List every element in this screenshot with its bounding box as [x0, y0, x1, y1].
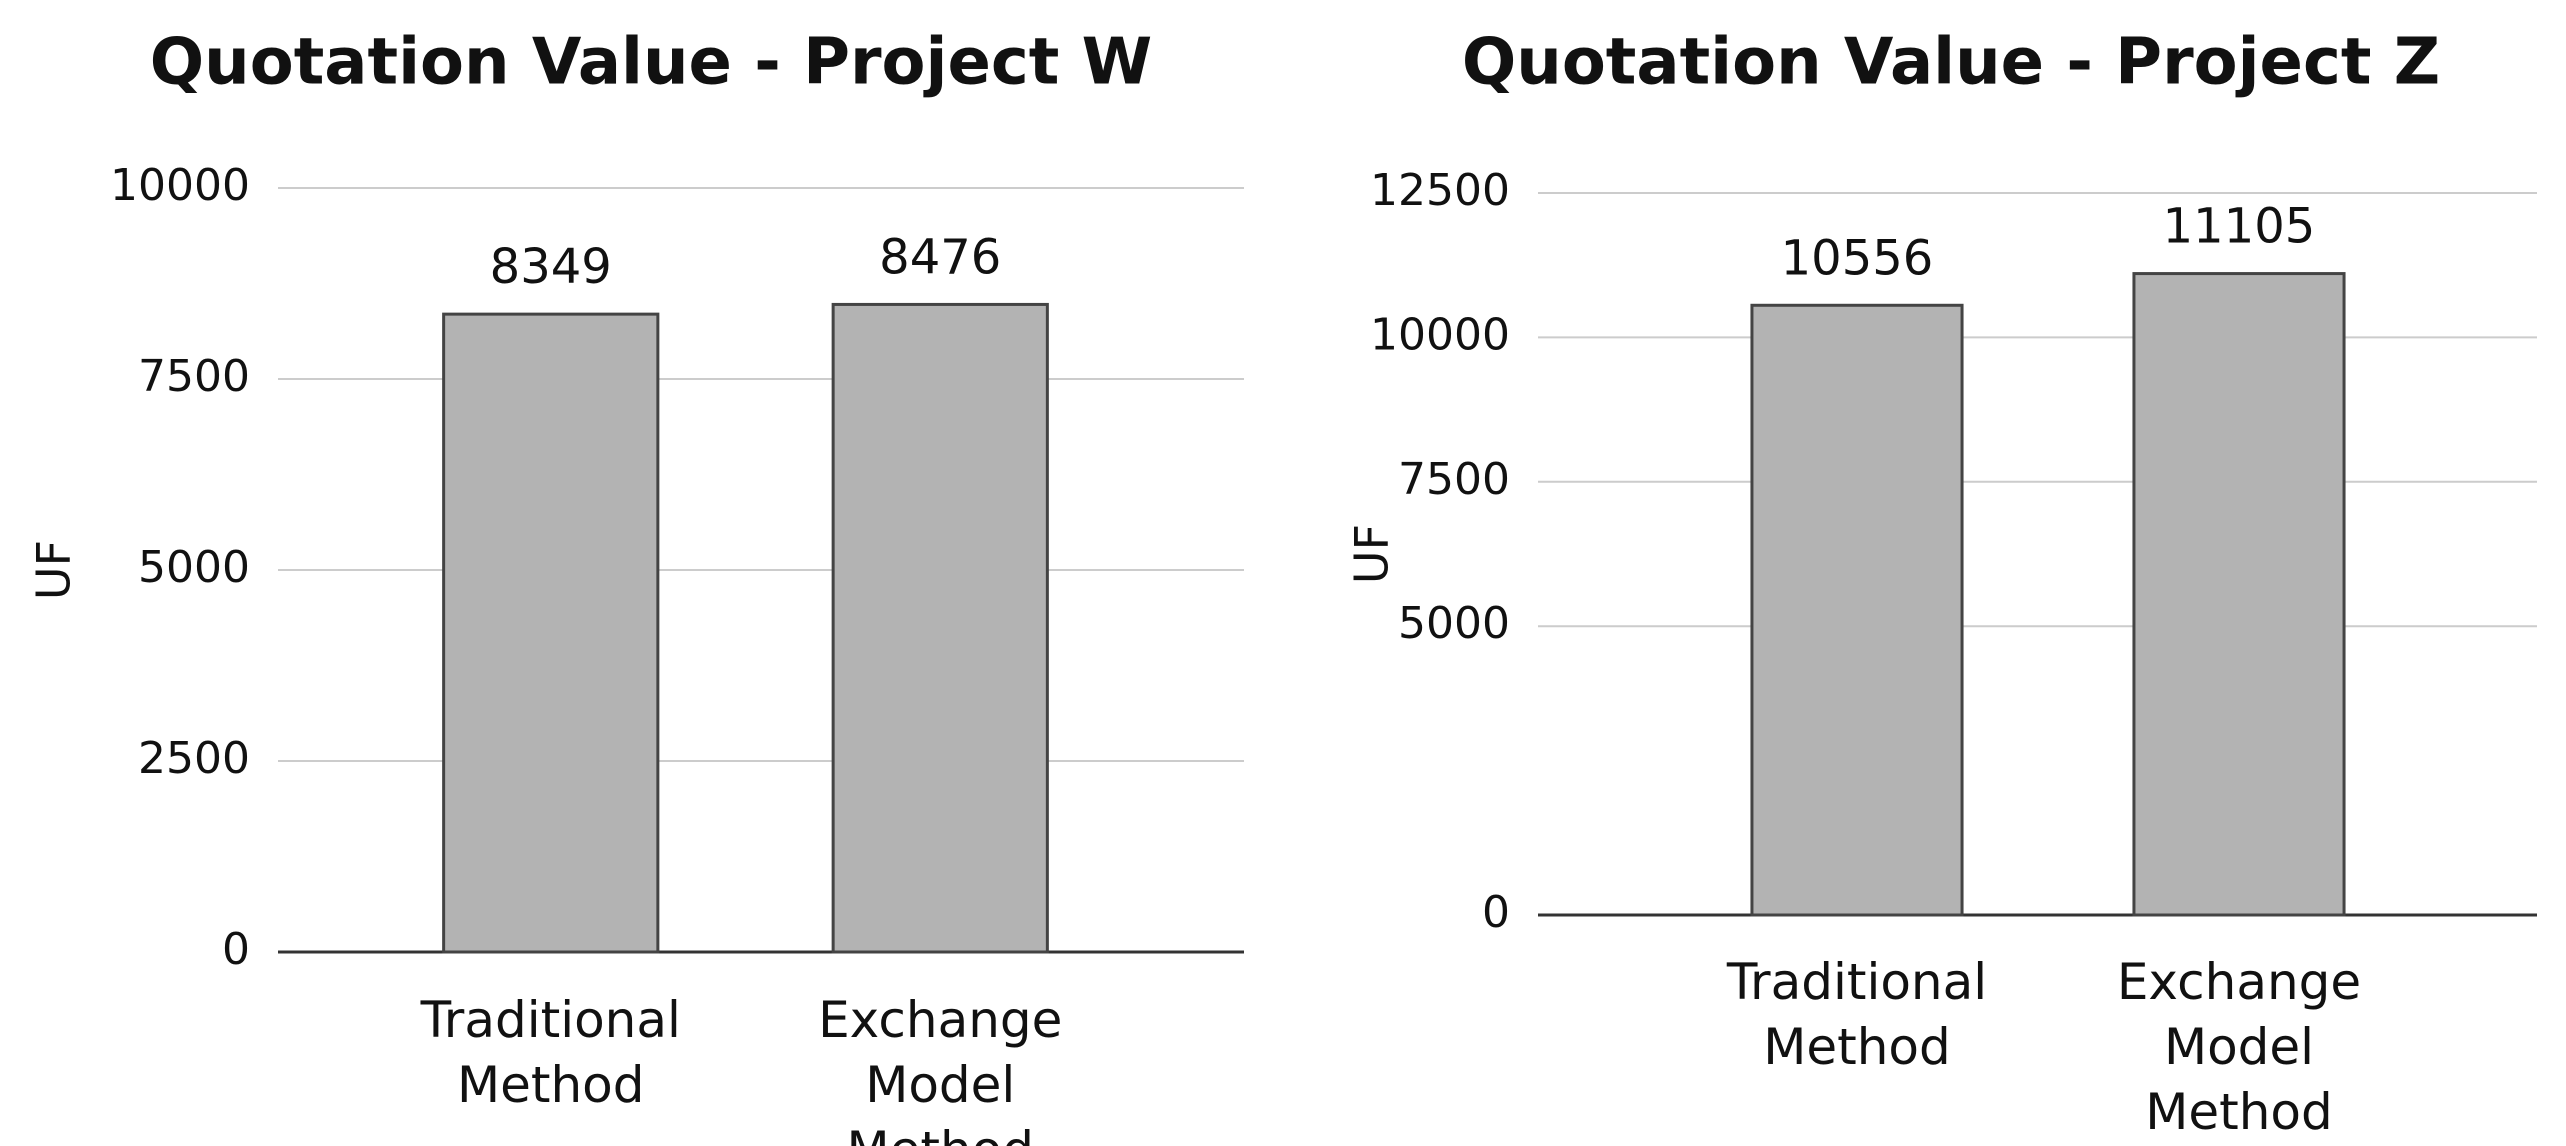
y-tick-label: 2500 [138, 733, 250, 784]
x-tick-label: Traditional Method [420, 991, 681, 1114]
value-label: 8476 [879, 229, 1001, 285]
y-axis-label: UF [27, 540, 81, 600]
x-tick-label: Traditional Method [1726, 953, 1988, 1076]
chart-title: Quotation Value - Project W [150, 26, 1153, 100]
x-tick-label: Exchange Model Method [2116, 953, 2362, 1141]
y-tick-label: 10000 [1370, 309, 1510, 360]
y-tick-label: 7500 [1398, 454, 1510, 505]
y-tick-label: 0 [222, 924, 250, 975]
y-tick-label: 7500 [138, 351, 250, 402]
y-tick-label: 0 [1482, 887, 1510, 938]
value-label: 8349 [490, 239, 612, 295]
bar [831, 302, 1049, 954]
y-tick-label: 10000 [110, 160, 250, 211]
y-tick-label: 5000 [1398, 598, 1510, 649]
bar [2132, 272, 2346, 917]
x-tick-label: Exchange Model Method [818, 991, 1063, 1146]
y-axis-label: UF [1345, 524, 1399, 584]
y-tick-label: 12500 [1370, 165, 1510, 216]
bar [442, 312, 660, 954]
y-tick-label: 5000 [138, 542, 250, 593]
chart-title: Quotation Value - Project Z [1462, 26, 2440, 100]
value-label: 10556 [1781, 230, 1934, 286]
value-label: 11105 [2163, 199, 2316, 255]
bar [1750, 303, 1964, 917]
